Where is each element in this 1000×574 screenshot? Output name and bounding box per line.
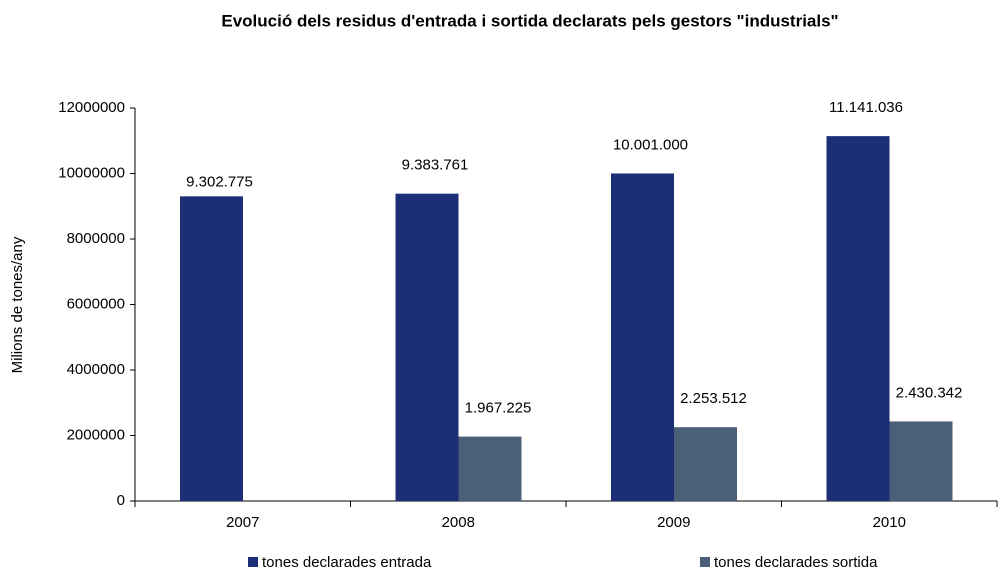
y-tick-label: 10000000 [58,164,125,181]
bar [180,196,243,502]
bar [826,136,890,501]
y-tick-label: 2000000 [67,426,125,443]
bar [674,427,737,501]
y-tick-label: 8000000 [67,230,125,247]
x-tick-label: 2007 [226,514,259,531]
data-label: 10.001.000 [613,136,688,153]
y-tick-label: 12000000 [58,99,125,116]
x-tick-label: 2010 [873,514,906,531]
bar [395,193,459,501]
x-tick-label: 2008 [442,514,475,531]
data-label: 11.141.036 [829,99,903,116]
data-label: 9.302.775 [186,173,253,190]
y-axis-label: Milions de tones/any [9,236,26,373]
y-tick-label: 6000000 [67,295,125,312]
bar [458,436,522,501]
legend-swatch [248,557,258,567]
legend-swatch [700,557,710,567]
legend-label: tones declarades entrada [262,554,432,571]
y-tick-label: 4000000 [67,361,125,378]
chart-title: Evolució dels residus d'entrada i sortid… [221,11,838,30]
data-label: 2.253.512 [680,390,747,407]
legend-label: tones declarades sortida [714,554,878,571]
x-tick-label: 2009 [657,514,690,531]
y-tick-label: 0 [117,492,125,509]
bar [889,421,953,501]
bar [611,173,674,501]
data-label: 1.967.225 [465,400,532,417]
data-label: 2.430.342 [896,384,963,401]
data-label: 9.383.761 [402,157,469,174]
